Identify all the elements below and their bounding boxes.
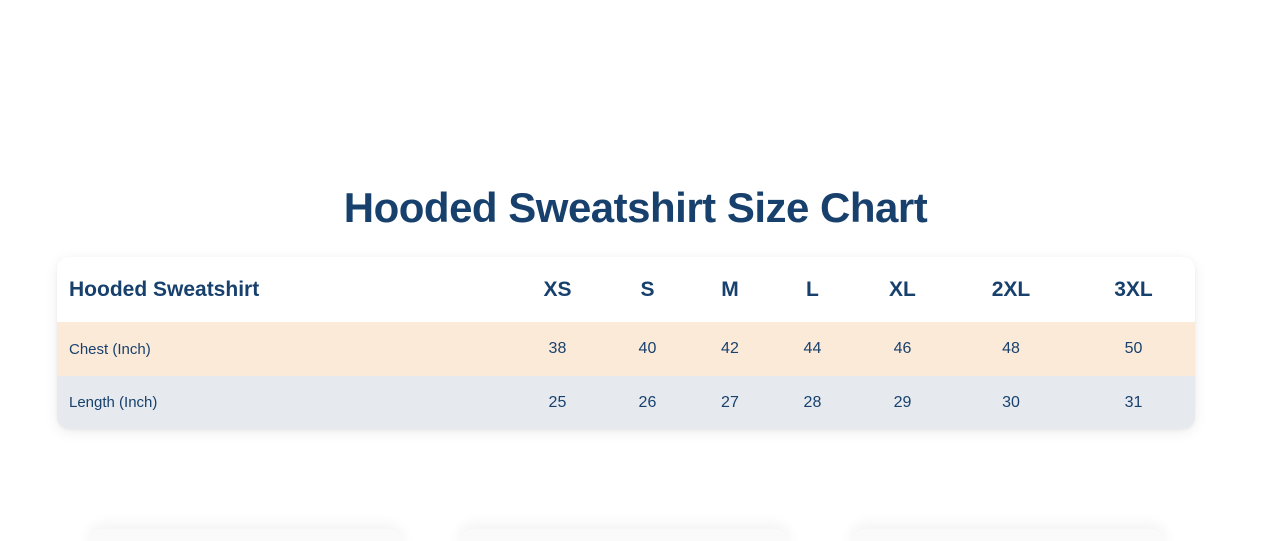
- size-value-cell: 30: [949, 376, 1072, 429]
- size-value-cell: 26: [604, 376, 690, 429]
- table-name-header: Hooded Sweatshirt: [57, 257, 510, 322]
- column-header-l: L: [769, 257, 855, 322]
- size-chart-body: Chest (Inch) 38 40 42 44 46 48 50 Length (Inch) 2…: [57, 322, 1195, 429]
- size-value-cell: 25: [509, 376, 605, 429]
- size-value-cell: 42: [689, 322, 770, 376]
- partial-card-shadow: [850, 529, 1166, 541]
- partial-card-shadow: [458, 529, 790, 541]
- row-label: Chest (Inch): [57, 322, 510, 376]
- column-header-xs: XS: [509, 257, 605, 322]
- size-value-cell: 50: [1071, 322, 1195, 376]
- size-value-cell: 40: [604, 322, 690, 376]
- size-chart-header-row: Hooded Sweatshirt XS S M L XL 2XL 3XL: [57, 257, 1195, 322]
- size-value-cell: 46: [854, 322, 950, 376]
- size-value-cell: 28: [769, 376, 855, 429]
- column-header-xl: XL: [854, 257, 950, 322]
- column-header-m: M: [689, 257, 770, 322]
- row-label: Length (Inch): [57, 376, 510, 429]
- page-title: Hooded Sweatshirt Size Chart: [343, 184, 928, 232]
- size-value-cell: 27: [689, 376, 770, 429]
- size-value-cell: 31: [1071, 376, 1195, 429]
- size-value-cell: 38: [509, 322, 605, 376]
- size-value-cell: 44: [769, 322, 855, 376]
- size-value-cell: 48: [949, 322, 1072, 376]
- size-value-cell: 29: [854, 376, 950, 429]
- size-chart-card: Hooded Sweatshirt XS S M L XL 2XL 3XL Chest (I…: [57, 257, 1195, 429]
- column-header-2xl: 2XL: [949, 257, 1072, 322]
- column-header-s: S: [604, 257, 690, 322]
- size-chart-table: Hooded Sweatshirt XS S M L XL 2XL 3XL Chest (I…: [57, 257, 1195, 429]
- table-row: Chest (Inch) 38 40 42 44 46 48 50: [57, 322, 1195, 376]
- column-header-3xl: 3XL: [1071, 257, 1195, 322]
- partial-card-shadow: [88, 529, 403, 541]
- table-row: Length (Inch) 25 26 27 28 29 30 31: [57, 376, 1195, 429]
